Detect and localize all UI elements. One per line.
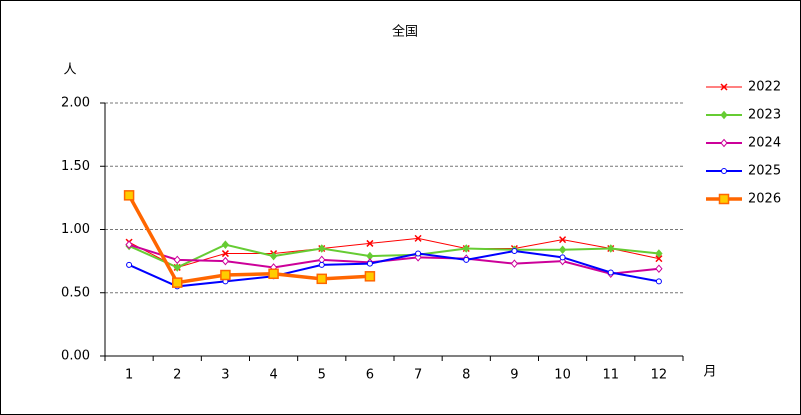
x-tick-label: 12 bbox=[651, 368, 668, 383]
y-tick-label: 0.00 bbox=[61, 349, 90, 364]
marker bbox=[318, 244, 326, 253]
marker bbox=[415, 250, 422, 257]
x-tick-label: 10 bbox=[554, 368, 571, 383]
marker bbox=[463, 256, 470, 263]
marker bbox=[607, 269, 614, 276]
x-tick-label: 6 bbox=[366, 368, 374, 383]
marker bbox=[655, 278, 662, 285]
legend-label: 2023 bbox=[748, 108, 781, 123]
marker bbox=[268, 268, 279, 280]
x-tick-label: 4 bbox=[269, 368, 277, 383]
marker bbox=[607, 244, 615, 253]
marker bbox=[655, 249, 663, 258]
x-axis-label: 月 bbox=[703, 365, 716, 380]
marker bbox=[366, 239, 374, 247]
marker bbox=[655, 255, 663, 263]
marker bbox=[221, 256, 230, 266]
marker bbox=[269, 251, 278, 261]
marker bbox=[126, 261, 133, 268]
marker bbox=[462, 244, 470, 253]
marker bbox=[316, 273, 327, 285]
series-line bbox=[128, 243, 660, 275]
marker bbox=[718, 193, 730, 205]
series-line bbox=[127, 194, 371, 285]
marker bbox=[558, 245, 567, 255]
legend-label: 2022 bbox=[748, 80, 781, 95]
marker bbox=[720, 138, 728, 148]
legend-label: 2025 bbox=[748, 164, 781, 179]
series-line bbox=[128, 237, 660, 268]
marker bbox=[221, 250, 229, 258]
y-tick-label: 0.50 bbox=[61, 285, 90, 300]
marker bbox=[720, 110, 728, 120]
marker bbox=[366, 260, 373, 267]
marker bbox=[364, 271, 376, 282]
x-tick-label: 3 bbox=[221, 368, 229, 383]
x-tick-label: 5 bbox=[318, 368, 326, 383]
x-tick-label: 2 bbox=[173, 368, 181, 383]
x-tick-label: 9 bbox=[510, 368, 518, 383]
marker bbox=[220, 269, 231, 281]
marker bbox=[123, 190, 135, 201]
series-line bbox=[128, 249, 660, 288]
marker bbox=[559, 236, 567, 244]
marker bbox=[173, 255, 181, 265]
x-tick-label: 1 bbox=[125, 368, 133, 383]
y-tick-label: 2.00 bbox=[61, 96, 90, 111]
marker bbox=[559, 254, 566, 261]
legend-label: 2024 bbox=[748, 136, 781, 151]
marker bbox=[721, 168, 727, 174]
marker bbox=[221, 240, 230, 249]
legend-label: 2026 bbox=[748, 192, 781, 207]
marker bbox=[318, 261, 325, 268]
marker bbox=[511, 248, 518, 255]
x-tick-label: 7 bbox=[414, 368, 422, 383]
marker bbox=[655, 264, 663, 273]
y-tick-label: 1.00 bbox=[61, 222, 90, 237]
marker bbox=[414, 234, 422, 242]
x-tick-label: 8 bbox=[462, 368, 470, 383]
marker bbox=[173, 263, 181, 272]
chart-title: 全国 bbox=[392, 24, 418, 40]
marker bbox=[125, 240, 133, 249]
y-tick-label: 1.50 bbox=[61, 159, 90, 174]
marker bbox=[720, 83, 728, 91]
marker bbox=[510, 259, 519, 268]
marker bbox=[172, 277, 183, 288]
series-line bbox=[128, 243, 660, 269]
y-axis-label: 人 bbox=[63, 63, 76, 78]
x-tick-label: 11 bbox=[602, 368, 619, 383]
